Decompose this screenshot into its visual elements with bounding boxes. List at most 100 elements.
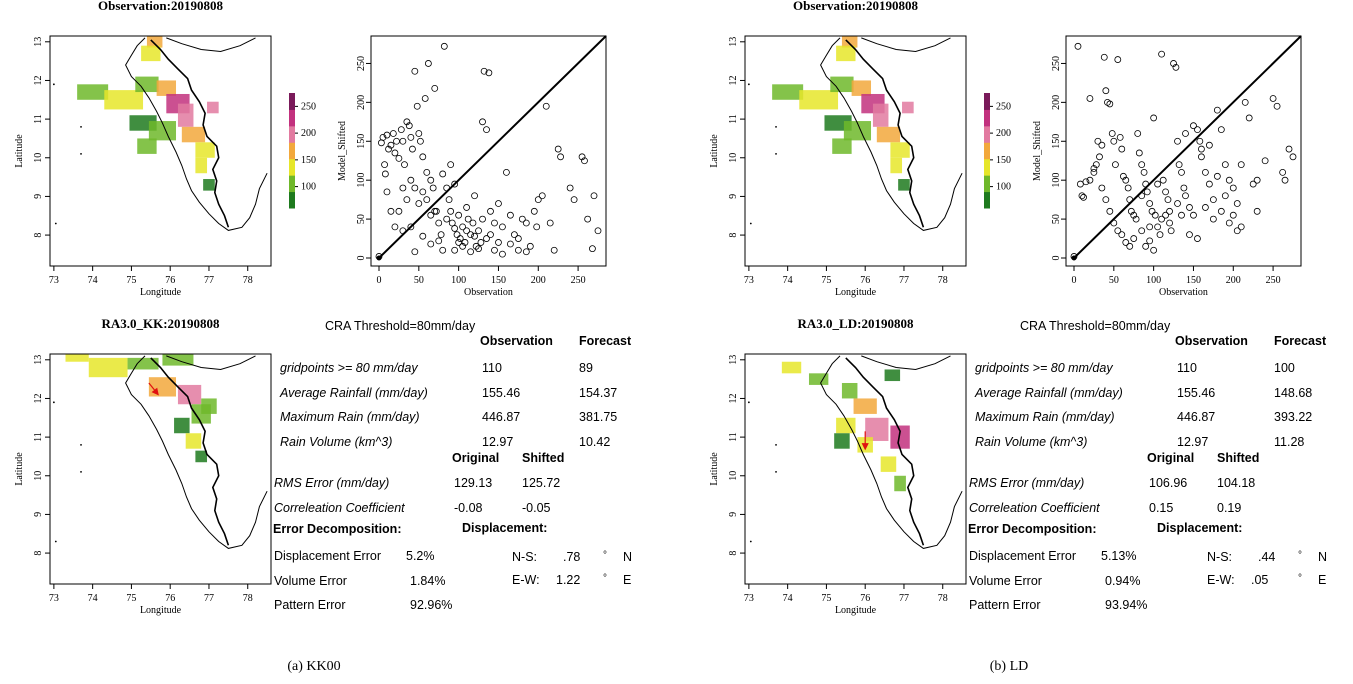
- scatter-point: [1186, 231, 1193, 239]
- scatter-point: [522, 219, 530, 227]
- scatter-point: [1253, 176, 1261, 184]
- scatter-point: [1261, 157, 1269, 165]
- stat-forecast: 381.75: [579, 410, 617, 424]
- x-tick-label: 76: [165, 593, 175, 604]
- scatter-point: [1175, 161, 1183, 169]
- stat2-shifted: -0.05: [522, 501, 551, 515]
- scatter-point: [1182, 130, 1189, 137]
- rain-cell: [808, 373, 829, 385]
- scatter-point: [1100, 53, 1108, 61]
- scatter-point: [1162, 211, 1169, 219]
- stat2-label: Correleation Coefficient: [274, 501, 405, 515]
- x-axis-label: Longitude: [835, 605, 877, 616]
- scatter-x-tick-label: 250: [1266, 275, 1281, 286]
- scatter-point: [1110, 137, 1118, 145]
- col-shifted-header: Shifted: [522, 451, 564, 465]
- colorbar-segment: [289, 109, 295, 127]
- stat-label: gridpoints >= 80 mm/day: [975, 361, 1113, 375]
- y-tick-label: 10: [728, 471, 739, 481]
- scatter-x-tick-label: 150: [1186, 275, 1201, 286]
- scatter-point: [455, 211, 463, 219]
- scatter-y-tick-label: 50: [1051, 214, 1062, 224]
- x-tick-label: 74: [783, 275, 793, 286]
- identity-line: [1073, 35, 1302, 259]
- scatter-point: [1134, 130, 1142, 137]
- rain-cell: [148, 121, 177, 141]
- scatter-point: [463, 227, 471, 235]
- scatter-point: [411, 67, 419, 75]
- x-tick-label: 73: [49, 275, 59, 286]
- rain-cell: [872, 103, 889, 127]
- scatter-point: [1167, 227, 1175, 235]
- stat-forecast: 11.28: [1274, 435, 1304, 449]
- scatter-point: [1233, 200, 1241, 207]
- scatter-point: [1154, 223, 1162, 231]
- colorbar-tick-label: 200: [996, 128, 1011, 139]
- scatter-point: [379, 133, 387, 141]
- scatter-point: [447, 161, 455, 169]
- rain-cell: [65, 354, 89, 362]
- scatter-point: [1245, 114, 1253, 122]
- col-forecast-header: Forecast: [1274, 334, 1327, 348]
- scatter-point: [1092, 161, 1100, 169]
- scatter-point: [1209, 215, 1217, 223]
- scatter-point: [419, 232, 427, 240]
- y-tick-label: 9: [728, 194, 739, 199]
- map-frame: [49, 35, 272, 267]
- scatter-point: [381, 161, 388, 169]
- scatter-point: [1146, 223, 1154, 231]
- scatter-point: [383, 188, 391, 196]
- scatter-point: [1078, 192, 1086, 200]
- rain-cell: [865, 417, 889, 441]
- scatter-point: [530, 207, 538, 215]
- scatter-point: [1090, 168, 1098, 176]
- scatter-y-tick-label: 150: [1051, 134, 1062, 149]
- stat-label: Average Rainfall (mm/day): [974, 386, 1123, 400]
- scatter-y-tick-label: 200: [356, 95, 367, 110]
- x-tick-label: 74: [783, 593, 793, 604]
- scatter-point: [1237, 223, 1245, 231]
- scatter-point: [1130, 211, 1138, 219]
- scatter-point: [1102, 196, 1110, 204]
- scatter-point: [439, 170, 447, 178]
- scatter-point: [407, 176, 415, 184]
- scatter-point: [417, 137, 424, 145]
- scatter-point: [518, 215, 526, 223]
- scatter-point: [1146, 237, 1154, 245]
- scatter-point: [1158, 50, 1165, 58]
- scatter-point: [514, 246, 522, 254]
- y-tick-label: 8: [33, 551, 44, 556]
- scatter-point: [471, 192, 478, 200]
- island-dot: [52, 401, 55, 404]
- rain-field: [52, 36, 268, 231]
- scatter-point: [550, 246, 558, 254]
- stat-label: Maximum Rain (mm/day): [975, 410, 1115, 424]
- scatter-point: [1086, 176, 1094, 184]
- scatter-point: [413, 102, 421, 110]
- stat2-shifted: 0.19: [1217, 501, 1241, 515]
- scatter-point: [411, 248, 419, 256]
- scatter-point: [403, 196, 411, 204]
- rain-cell: [880, 456, 897, 472]
- scatter-x-tick-label: 100: [451, 275, 466, 286]
- stat-label: Rain Volume (km^3): [280, 435, 392, 449]
- scatter-point: [1162, 188, 1169, 196]
- stat-forecast: 393.22: [1274, 410, 1312, 424]
- y-tick-label: 11: [33, 432, 44, 442]
- scatter-point: [1209, 196, 1217, 204]
- scatter-y-tick-label: 150: [356, 134, 367, 149]
- scatter-point: [1090, 165, 1098, 172]
- stat-label: Rain Volume (km^3): [975, 435, 1087, 449]
- stat-label: Maximum Rain (mm/day): [280, 410, 420, 424]
- y-tick-label: 13: [33, 355, 44, 365]
- displacement-heading: Displacement:: [1157, 521, 1242, 535]
- scatter-x-tick-label: 200: [531, 275, 546, 286]
- scatter-point: [557, 153, 564, 161]
- scatter-point: [415, 200, 423, 207]
- rain-cell: [834, 433, 850, 449]
- cra-threshold: CRA Threshold=80mm/day: [1020, 319, 1171, 333]
- rain-cell: [135, 76, 159, 93]
- stat-observation: 12.97: [482, 435, 513, 449]
- scatter-point: [1178, 211, 1185, 219]
- rain-cell: [146, 36, 163, 48]
